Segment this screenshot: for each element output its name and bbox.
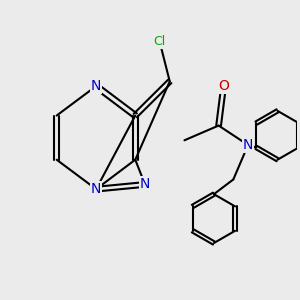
- Text: N: N: [140, 177, 150, 191]
- Text: O: O: [218, 79, 229, 93]
- Text: N: N: [91, 182, 101, 196]
- Text: N: N: [243, 138, 253, 152]
- Text: N: N: [91, 79, 101, 93]
- Text: Cl: Cl: [154, 35, 166, 48]
